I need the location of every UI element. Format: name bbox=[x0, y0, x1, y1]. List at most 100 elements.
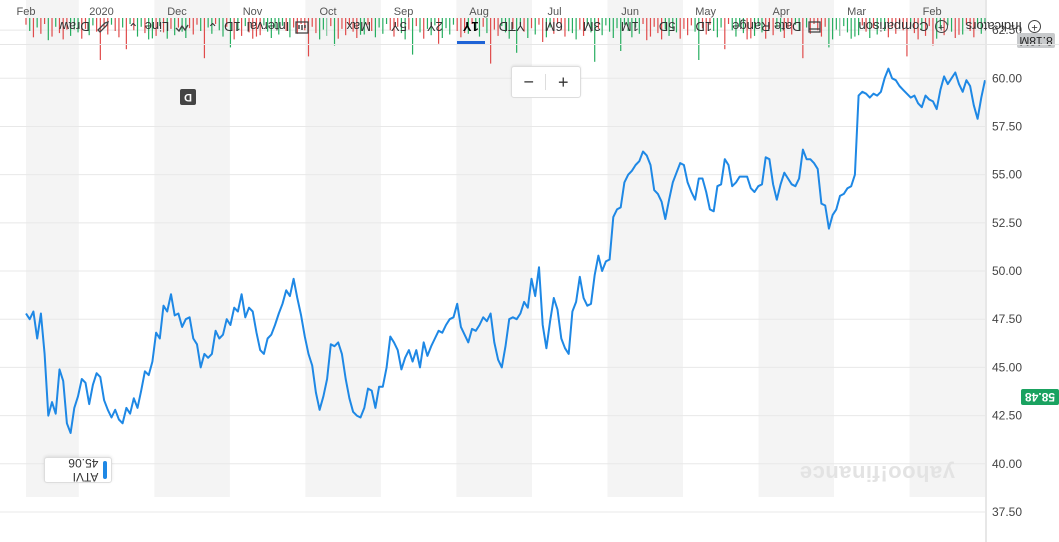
volume-bar bbox=[486, 18, 488, 34]
volume-bar bbox=[441, 18, 443, 38]
volume-bar bbox=[657, 18, 659, 34]
price-line[interactable] bbox=[25, 67, 986, 434]
volume-bar bbox=[698, 18, 700, 60]
zoom-out-button[interactable]: − bbox=[523, 72, 535, 93]
volume-bar bbox=[359, 18, 362, 35]
volume-bar bbox=[813, 18, 815, 24]
volume-bar bbox=[304, 18, 306, 31]
volume-bar bbox=[887, 18, 889, 38]
volume-bar bbox=[817, 18, 819, 31]
range-6m[interactable]: 6M bbox=[544, 19, 563, 35]
volume-bar bbox=[315, 18, 317, 34]
volume-bar bbox=[348, 18, 350, 26]
volume-bar bbox=[527, 18, 529, 38]
volume-bar bbox=[40, 18, 42, 34]
volume-bar bbox=[285, 18, 287, 31]
volume-bar bbox=[843, 18, 845, 27]
range-ytd[interactable]: YTD bbox=[498, 19, 525, 35]
volume-bar bbox=[311, 18, 313, 27]
y-tick-label: 57.50 bbox=[992, 119, 1022, 133]
range-2y[interactable]: 2Y bbox=[426, 19, 443, 35]
chevron-down-icon: ⌄ bbox=[127, 20, 139, 35]
volume-bar bbox=[55, 18, 57, 27]
volume-bar bbox=[594, 18, 596, 62]
range-5y[interactable]: 5Y bbox=[390, 19, 407, 35]
volume-bar bbox=[192, 18, 194, 35]
volume-bar bbox=[627, 18, 629, 31]
volume-bar bbox=[512, 18, 514, 29]
volume-bar bbox=[385, 18, 388, 24]
line-type-dropdown[interactable]: Line ⌄ bbox=[128, 19, 189, 35]
volume-bar bbox=[345, 18, 347, 36]
interval-dropdown[interactable]: Interval 1D ⌄ bbox=[207, 19, 310, 35]
volume-bar bbox=[516, 18, 518, 53]
volume-bar bbox=[419, 18, 421, 33]
indicators-button[interactable]: + Indicators bbox=[966, 20, 1041, 35]
volume-bar bbox=[824, 18, 826, 27]
volume-bar bbox=[222, 18, 224, 37]
volume-bar bbox=[932, 18, 934, 46]
volume-bar bbox=[289, 18, 291, 38]
volume-bar bbox=[872, 18, 875, 29]
volume-bar bbox=[705, 18, 707, 35]
volume-bar bbox=[110, 18, 113, 25]
volume-bar bbox=[326, 18, 328, 36]
volume-bar bbox=[166, 18, 168, 39]
month-band bbox=[154, 0, 230, 497]
volume-bar bbox=[81, 18, 83, 39]
volume-bar bbox=[449, 18, 451, 35]
x-tick-label: Feb bbox=[923, 6, 942, 18]
volume-bar bbox=[575, 18, 577, 40]
volume-bar bbox=[724, 18, 726, 50]
volume-bar bbox=[553, 18, 555, 34]
y-tick-label: 50.00 bbox=[992, 264, 1022, 278]
comparison-button[interactable]: + Comparison bbox=[859, 20, 948, 35]
range-3m[interactable]: 3M bbox=[582, 19, 601, 35]
dividend-badge[interactable]: D bbox=[180, 89, 196, 105]
volume-bar bbox=[32, 18, 35, 38]
volume-bar bbox=[950, 18, 953, 32]
volume-bar bbox=[363, 18, 365, 35]
month-band bbox=[607, 0, 683, 497]
x-tick-label: Jun bbox=[621, 6, 639, 18]
volume-bar bbox=[582, 18, 585, 36]
volume-bar bbox=[750, 18, 752, 39]
volume-bar bbox=[267, 18, 269, 32]
volume-bar bbox=[188, 18, 191, 29]
volume-bar bbox=[378, 18, 380, 28]
range-5d[interactable]: 5D bbox=[658, 19, 676, 35]
volume-bar bbox=[858, 18, 860, 36]
volume-bar bbox=[668, 18, 670, 36]
range-max[interactable]: Max bbox=[346, 19, 371, 35]
volume-bar bbox=[322, 18, 324, 30]
volume-bar bbox=[835, 18, 837, 30]
volume-bar bbox=[174, 18, 176, 36]
volume-bar bbox=[293, 18, 295, 28]
volume-bar bbox=[727, 18, 730, 24]
volume-bar bbox=[501, 18, 503, 27]
volume-bar bbox=[802, 18, 804, 59]
volume-bar bbox=[973, 18, 975, 38]
volume-bar bbox=[43, 18, 46, 24]
range-1m[interactable]: 1M bbox=[620, 19, 639, 35]
line-chart-icon bbox=[175, 20, 189, 34]
range-1d[interactable]: 1D bbox=[695, 19, 713, 35]
volume-bar bbox=[564, 18, 566, 37]
volume-bar bbox=[411, 18, 414, 55]
volume-bar bbox=[809, 18, 811, 34]
zoom-in-button[interactable]: + bbox=[558, 72, 569, 93]
volume-bar bbox=[400, 18, 403, 34]
volume-bar bbox=[687, 18, 689, 36]
symbol-color-bar bbox=[103, 461, 107, 479]
volume-bar bbox=[434, 18, 436, 26]
volume-bar bbox=[437, 18, 440, 44]
calendar-icon bbox=[808, 20, 822, 34]
symbol-label[interactable]: ATVI 45.06 bbox=[44, 456, 112, 484]
volume-bar bbox=[605, 18, 607, 26]
range-1y[interactable]: 1Y bbox=[462, 19, 479, 35]
date-range-button[interactable]: Date Range bbox=[732, 20, 821, 35]
volume-bar bbox=[608, 18, 611, 32]
volume-bar bbox=[560, 18, 562, 31]
draw-button[interactable]: Draw bbox=[59, 20, 109, 35]
